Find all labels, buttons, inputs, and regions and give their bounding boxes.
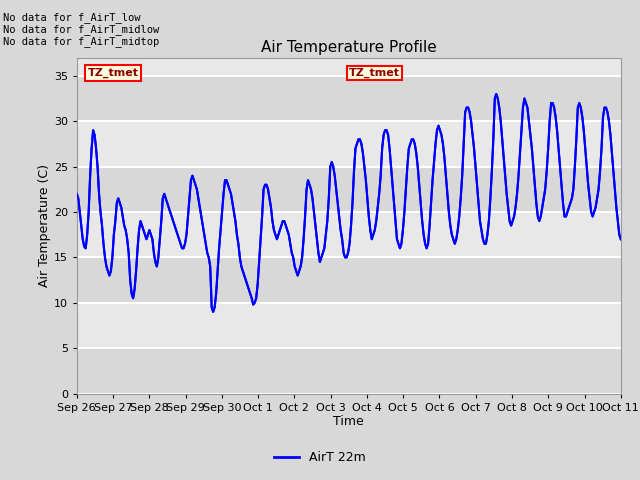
Bar <box>77 212 621 257</box>
Title: Air Temperature Profile: Air Temperature Profile <box>261 40 436 55</box>
Legend: AirT 22m: AirT 22m <box>269 446 371 469</box>
Bar <box>77 257 621 303</box>
X-axis label: Time: Time <box>333 415 364 429</box>
Bar <box>77 121 621 167</box>
Text: No data for f_AirT_midtop: No data for f_AirT_midtop <box>3 36 159 47</box>
Bar <box>77 167 621 212</box>
Bar <box>77 348 621 394</box>
Text: No data for f_AirT_midlow: No data for f_AirT_midlow <box>3 24 159 35</box>
Text: TZ_tmet: TZ_tmet <box>349 68 400 78</box>
Bar <box>77 76 621 121</box>
Text: TZ_tmet: TZ_tmet <box>88 68 139 78</box>
Y-axis label: Air Temperature (C): Air Temperature (C) <box>38 164 51 287</box>
Text: No data for f_AirT_low: No data for f_AirT_low <box>3 12 141 23</box>
Bar <box>77 303 621 348</box>
